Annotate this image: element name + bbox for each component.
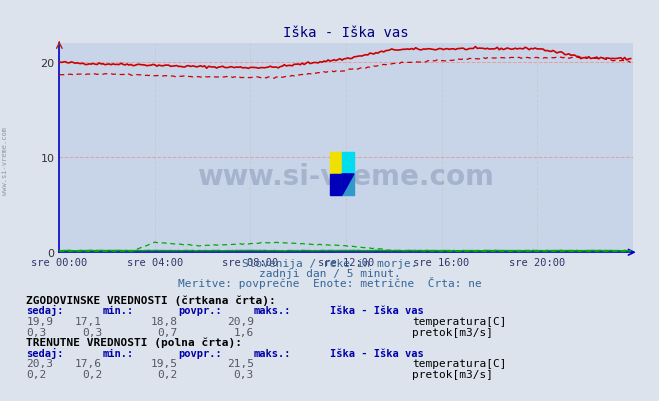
- Text: temperatura[C]: temperatura[C]: [412, 316, 506, 326]
- Title: Iška - Iška vas: Iška - Iška vas: [283, 26, 409, 40]
- Text: 20,9: 20,9: [227, 316, 254, 326]
- Text: pretok[m3/s]: pretok[m3/s]: [412, 327, 493, 337]
- Text: 0,3: 0,3: [233, 369, 254, 379]
- Text: min.:: min.:: [102, 306, 133, 316]
- Text: pretok[m3/s]: pretok[m3/s]: [412, 369, 493, 379]
- Bar: [330, 174, 342, 196]
- Text: 19,5: 19,5: [151, 358, 178, 368]
- Text: 17,1: 17,1: [75, 316, 102, 326]
- Text: www.si-vreme.com: www.si-vreme.com: [2, 126, 9, 194]
- Text: TRENUTNE VREDNOSTI (polna črta):: TRENUTNE VREDNOSTI (polna črta):: [26, 336, 243, 347]
- Text: www.si-vreme.com: www.si-vreme.com: [198, 163, 494, 191]
- Bar: [342, 174, 354, 196]
- Text: povpr.:: povpr.:: [178, 348, 221, 358]
- Text: min.:: min.:: [102, 348, 133, 358]
- Bar: [330, 153, 342, 174]
- Text: 1,6: 1,6: [233, 327, 254, 337]
- Text: Iška - Iška vas: Iška - Iška vas: [330, 306, 423, 316]
- Polygon shape: [342, 174, 354, 196]
- Text: 0,2: 0,2: [26, 369, 47, 379]
- Text: sedaj:: sedaj:: [26, 347, 64, 358]
- Text: Meritve: povprečne  Enote: metrične  Črta: ne: Meritve: povprečne Enote: metrične Črta:…: [178, 277, 481, 289]
- Text: 0,7: 0,7: [158, 327, 178, 337]
- Text: 0,3: 0,3: [82, 327, 102, 337]
- Polygon shape: [342, 153, 354, 174]
- Bar: [342, 153, 354, 174]
- Text: 0,3: 0,3: [26, 327, 47, 337]
- Text: povpr.:: povpr.:: [178, 306, 221, 316]
- Text: ZGODOVINSKE VREDNOSTI (črtkana črta):: ZGODOVINSKE VREDNOSTI (črtkana črta):: [26, 294, 276, 305]
- Text: maks.:: maks.:: [254, 348, 291, 358]
- Text: 20,3: 20,3: [26, 358, 53, 368]
- Text: maks.:: maks.:: [254, 306, 291, 316]
- Text: 0,2: 0,2: [82, 369, 102, 379]
- Text: 0,2: 0,2: [158, 369, 178, 379]
- Text: 21,5: 21,5: [227, 358, 254, 368]
- Text: Slovenija / reke in morje.: Slovenija / reke in morje.: [242, 259, 417, 269]
- Text: 18,8: 18,8: [151, 316, 178, 326]
- Text: Iška - Iška vas: Iška - Iška vas: [330, 348, 423, 358]
- Text: zadnji dan / 5 minut.: zadnji dan / 5 minut.: [258, 269, 401, 279]
- Text: 17,6: 17,6: [75, 358, 102, 368]
- Text: sedaj:: sedaj:: [26, 305, 64, 316]
- Text: 19,9: 19,9: [26, 316, 53, 326]
- Text: temperatura[C]: temperatura[C]: [412, 358, 506, 368]
